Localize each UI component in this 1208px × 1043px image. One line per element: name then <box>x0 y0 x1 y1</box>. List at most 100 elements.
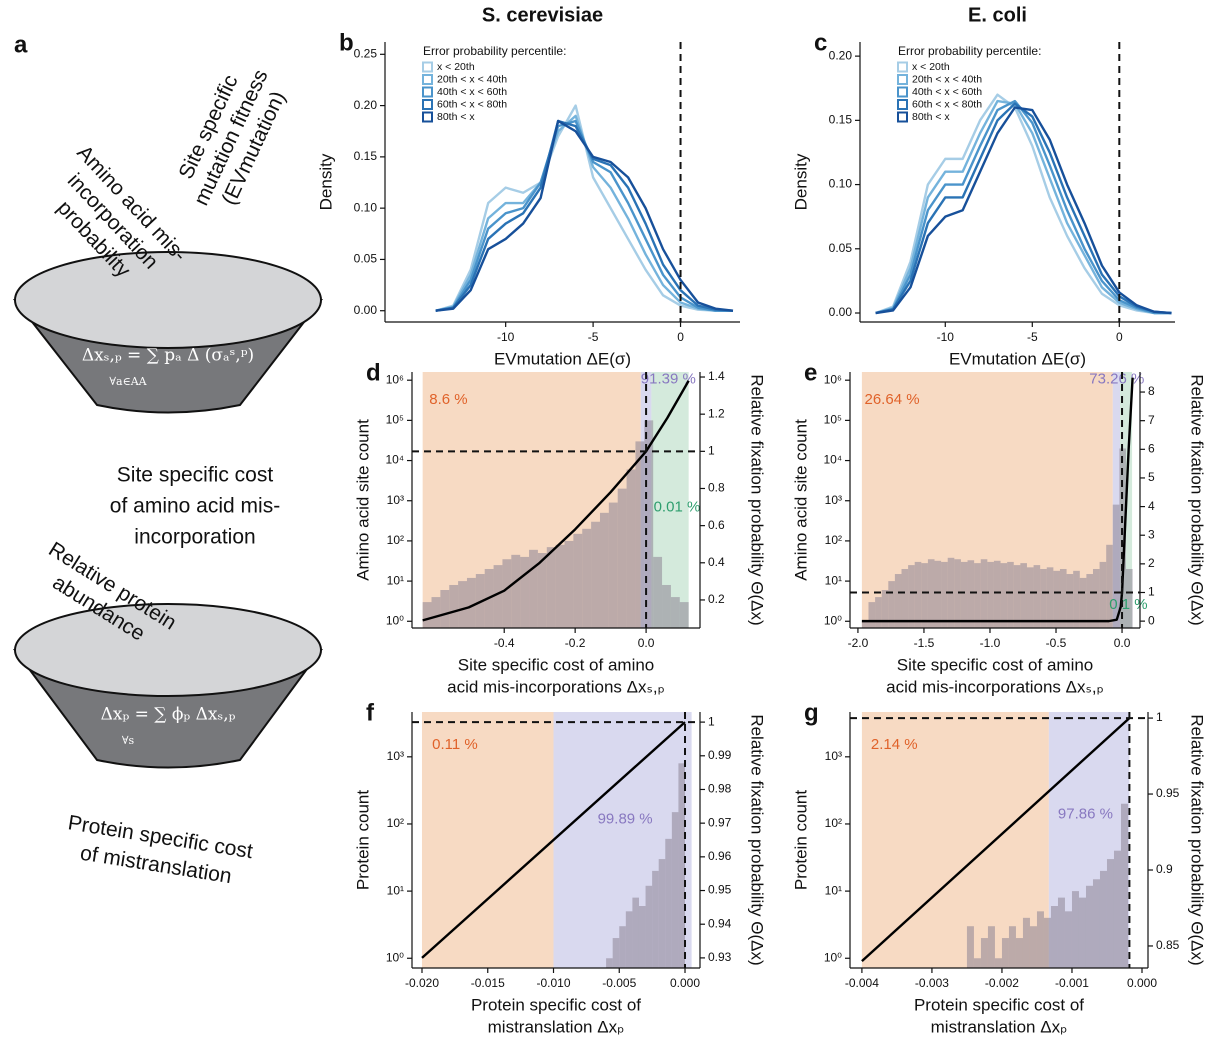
region-label: 73.26 % <box>1089 371 1144 388</box>
y-tick-label: 0.10 <box>829 177 853 191</box>
histogram-bar <box>1099 561 1107 628</box>
histogram-bar <box>914 561 922 628</box>
histogram-bar <box>1020 563 1027 628</box>
x-tick-label: 0.000 <box>670 976 700 990</box>
histogram-bar <box>974 563 981 628</box>
x-tick-label: -2.0 <box>848 636 869 650</box>
histogram-bar <box>1078 897 1086 968</box>
y-tick-label: 0.00 <box>829 305 853 319</box>
legend-label: 80th < x <box>912 111 950 123</box>
y2-tick-label: 0.85 <box>1156 938 1180 952</box>
chart-panel: -10 -5 0 0.00 0.05 0.10 0.15 0.20 0.25 EVmutation… <box>316 4 740 368</box>
y2-tick-label: 6 <box>1148 441 1155 455</box>
shaded-region <box>1112 372 1121 628</box>
label-line: Site specific cost <box>117 464 274 487</box>
legend-label: 80th < x <box>437 111 475 123</box>
y2-tick-label: 1 <box>708 714 715 728</box>
histogram-bar <box>1085 885 1093 968</box>
y-tick-label: 0.05 <box>829 241 853 255</box>
histogram-bar <box>1001 938 1009 968</box>
y-tick-label: 10⁴ <box>385 453 404 467</box>
x-axis-label: acid mis-incorporations Δxₛ,ₚ <box>447 677 665 696</box>
histogram-bar <box>1029 926 1037 968</box>
y2-tick-label: 0.98 <box>708 782 732 796</box>
histogram-bar <box>511 554 521 628</box>
y-tick-label: 0.15 <box>354 149 378 163</box>
histogram-bar <box>1013 565 1021 628</box>
histogram-bar <box>1119 448 1127 628</box>
y-tick-label: 10⁵ <box>824 413 842 427</box>
legend-swatch <box>422 61 433 73</box>
y-tick-label: 10⁶ <box>824 372 842 386</box>
y-tick-label: 10¹ <box>387 573 404 587</box>
chart-panel: 2.14 % 97.86 % -0.004 -0.003 -0.002 -0.001 0.0… <box>791 699 1206 1036</box>
chart-title: S. cerevisiae <box>482 4 603 26</box>
histogram-bar <box>1126 568 1133 628</box>
histogram-bar <box>599 512 609 628</box>
histogram-bar <box>1008 926 1016 968</box>
y2-tick-label: 5 <box>1148 470 1155 484</box>
legend-swatch <box>897 99 908 110</box>
x-axis-label: mistranslation Δxₚ <box>488 1017 625 1036</box>
histogram-bar <box>431 597 441 628</box>
legend-swatch <box>422 111 433 123</box>
y-tick-label: 0.20 <box>354 98 378 112</box>
histogram-bar <box>993 560 1001 628</box>
y-tick-label: 0.10 <box>354 200 378 214</box>
y2-tick-label: 0.97 <box>708 815 732 829</box>
x-tick-label: -0.010 <box>536 976 570 990</box>
histogram-bar <box>868 602 876 628</box>
x-axis-label: EVmutation ΔE(σ) <box>494 349 631 368</box>
histogram-bar <box>1053 570 1060 628</box>
histogram-bar <box>1112 504 1120 628</box>
y2-tick-label: 8 <box>1148 384 1155 398</box>
y-tick-label: 10¹ <box>825 573 842 587</box>
y-tick-label: 10⁶ <box>386 372 404 386</box>
legend-label: 20th < x < 40th <box>912 73 982 85</box>
x-tick-label: -0.015 <box>471 976 505 990</box>
chart-title: E. coli <box>968 4 1027 26</box>
histogram-bar <box>1040 568 1047 628</box>
histogram-bar <box>537 553 547 628</box>
histogram-bar <box>564 540 574 628</box>
histogram-bar <box>606 958 613 968</box>
histogram-bar <box>994 958 1002 968</box>
histogram-bar <box>466 577 476 628</box>
x-tick-label: 0.0 <box>638 636 655 650</box>
histogram-bar <box>635 441 645 628</box>
y-tick-label: 0.00 <box>354 303 378 317</box>
region-label: 91.39 % <box>641 371 696 388</box>
y2-axis-label: Relative fixation probability Θ(Δx) <box>1188 374 1207 625</box>
y2-axis-label: Relative fixation probability Θ(Δx) <box>748 714 767 965</box>
x-tick-label: -5 <box>588 330 599 344</box>
histogram-bar <box>987 561 994 628</box>
bowl-top <box>14 603 322 697</box>
histogram-bar <box>1092 568 1100 628</box>
histogram-bar <box>1026 567 1034 628</box>
equation-sub: ∀a∈AA <box>109 375 147 388</box>
histogram-bar <box>625 911 633 968</box>
data-line <box>421 721 686 959</box>
data-line <box>875 99 1172 315</box>
y2-tick-label: 0.95 <box>1156 786 1180 800</box>
y-axis-label: Amino acid site count <box>353 419 372 581</box>
histogram-bar <box>644 420 654 628</box>
histogram-bar <box>1057 897 1065 968</box>
y-tick-label: 10¹ <box>825 883 842 897</box>
histogram-bar <box>645 885 653 968</box>
y-tick-label: 10² <box>825 533 842 547</box>
y2-tick-label: 2 <box>1148 556 1155 570</box>
y-tick-label: 10³ <box>825 749 842 763</box>
y-tick-label: 10⁴ <box>823 453 842 467</box>
x-tick-label: -0.005 <box>602 976 636 990</box>
histogram-bar <box>960 561 968 628</box>
histogram-bar <box>908 565 915 628</box>
y-tick-label: 10⁰ <box>824 950 842 964</box>
y2-tick-label: 1 <box>1148 585 1155 599</box>
y2-tick-label: 0.9 <box>1156 862 1173 876</box>
histogram-bar <box>608 502 618 628</box>
histogram-bar <box>612 938 620 968</box>
histogram-bar <box>921 563 928 628</box>
x-axis-label: acid mis-incorporations Δxₛ,ₚ <box>886 677 1104 696</box>
x-axis-label: Site specific cost of amino <box>458 655 655 674</box>
